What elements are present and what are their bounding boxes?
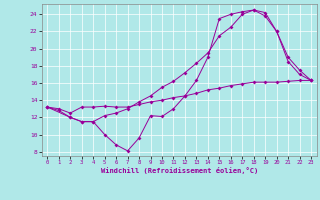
X-axis label: Windchill (Refroidissement éolien,°C): Windchill (Refroidissement éolien,°C) [100,167,258,174]
